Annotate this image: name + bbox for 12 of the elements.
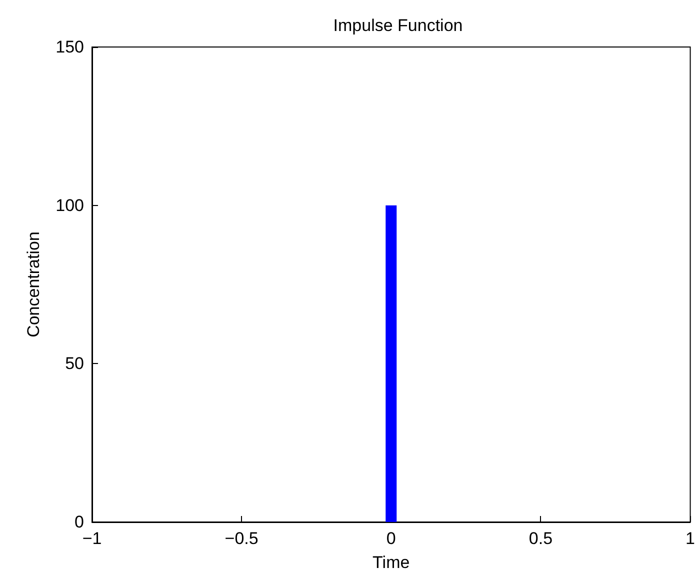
y-tick-label: 0	[74, 512, 84, 532]
chart-title: Impulse Function	[333, 16, 463, 35]
x-tick-label: 1	[686, 529, 696, 548]
x-tick-label: 0	[386, 529, 396, 548]
y-axis-title: Concentration	[24, 232, 43, 338]
x-tick-label: 0.5	[528, 529, 553, 548]
x-tick-label: −1	[82, 529, 102, 548]
y-tick-label: 100	[56, 196, 84, 215]
y-tick-label: 50	[65, 354, 84, 374]
x-axis-title: Time	[372, 553, 410, 572]
x-tick-label: −0.5	[224, 529, 258, 548]
y-tick-label: 150	[56, 38, 84, 56]
